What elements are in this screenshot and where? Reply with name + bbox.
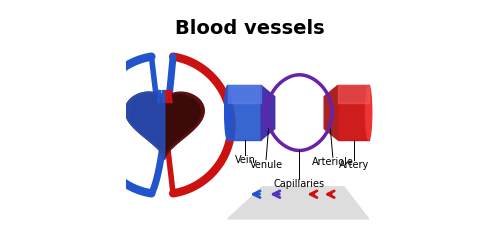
Polygon shape (125, 92, 164, 159)
Text: Vein: Vein (234, 155, 256, 165)
Polygon shape (324, 86, 338, 140)
Text: Venule: Venule (250, 160, 282, 170)
Ellipse shape (224, 86, 231, 140)
Polygon shape (125, 92, 204, 159)
Ellipse shape (366, 86, 372, 140)
Polygon shape (129, 95, 200, 155)
Text: Arteriole: Arteriole (312, 157, 354, 167)
Text: Blood vessels: Blood vessels (175, 19, 325, 38)
Polygon shape (228, 187, 368, 219)
Polygon shape (261, 86, 274, 140)
Text: Artery: Artery (338, 160, 369, 170)
Text: Capillaries: Capillaries (274, 180, 325, 190)
